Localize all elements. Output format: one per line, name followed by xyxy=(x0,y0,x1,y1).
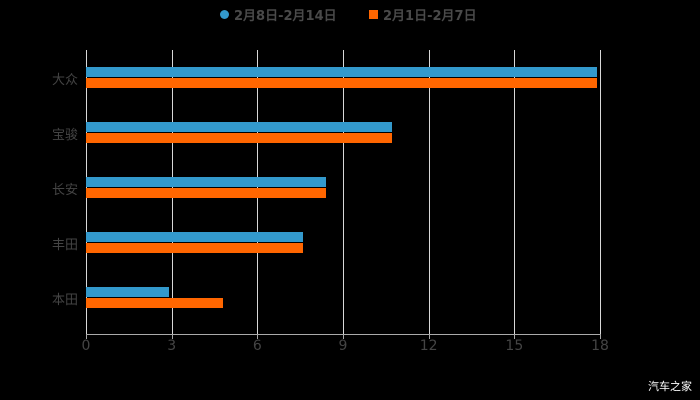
axis-tick xyxy=(428,334,430,339)
legend-item-week1[interactable]: 2月1日-2月7日 xyxy=(369,5,477,24)
bar[interactable] xyxy=(86,298,224,308)
watermark: 汽车之家 xyxy=(648,380,692,393)
gridline xyxy=(600,50,601,335)
bar[interactable] xyxy=(86,78,598,88)
gridline xyxy=(514,50,516,335)
bar[interactable] xyxy=(86,133,392,143)
gridline xyxy=(343,50,344,335)
axis-tick xyxy=(86,334,87,339)
x-tick-label: 6 xyxy=(252,338,262,354)
category-label: 本田 xyxy=(51,293,78,308)
axis-tick xyxy=(343,334,344,339)
circle-marker-icon xyxy=(220,10,229,19)
x-tick-label: 0 xyxy=(81,338,91,354)
bar[interactable] xyxy=(86,177,326,187)
bar[interactable] xyxy=(86,243,304,253)
bar[interactable] xyxy=(86,232,304,242)
axis-tick xyxy=(600,334,601,339)
gridline xyxy=(428,50,430,335)
x-axis xyxy=(86,334,601,335)
bar[interactable] xyxy=(86,188,326,198)
square-marker-icon xyxy=(369,10,378,19)
x-tick-label: 18 xyxy=(591,338,609,354)
bar[interactable] xyxy=(86,287,169,297)
x-tick-label: 12 xyxy=(419,338,438,354)
x-tick-label: 9 xyxy=(338,338,348,354)
category-label: 宝骏 xyxy=(51,128,78,143)
bar[interactable] xyxy=(86,122,392,132)
axis-tick xyxy=(257,334,259,339)
x-tick-label: 3 xyxy=(167,338,177,354)
legend-item-week2[interactable]: 2月8日-2月14日 xyxy=(220,5,337,24)
legend: 2月8日-2月14日 2月1日-2月7日 xyxy=(0,5,700,24)
axis-tick xyxy=(514,334,516,339)
x-tick-label: 15 xyxy=(505,338,524,354)
category-label: 大众 xyxy=(51,73,78,88)
axis-tick xyxy=(171,334,173,339)
legend-label: 2月1日-2月7日 xyxy=(383,9,477,24)
category-label: 长安 xyxy=(51,183,78,198)
category-label: 丰田 xyxy=(51,238,78,253)
legend-label: 2月8日-2月14日 xyxy=(234,9,337,24)
bar[interactable] xyxy=(86,67,598,77)
